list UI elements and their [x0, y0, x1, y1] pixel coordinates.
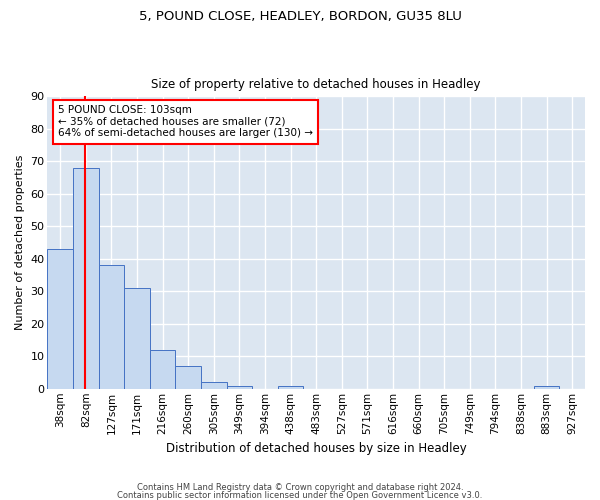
Bar: [150, 350, 175, 389]
Bar: [124, 288, 150, 389]
Title: Size of property relative to detached houses in Headley: Size of property relative to detached ho…: [151, 78, 481, 91]
Bar: [227, 386, 252, 389]
Text: Contains public sector information licensed under the Open Government Licence v3: Contains public sector information licen…: [118, 490, 482, 500]
Bar: [47, 249, 73, 389]
Bar: [73, 168, 98, 389]
Y-axis label: Number of detached properties: Number of detached properties: [15, 155, 25, 330]
X-axis label: Distribution of detached houses by size in Headley: Distribution of detached houses by size …: [166, 442, 467, 455]
Text: 5, POUND CLOSE, HEADLEY, BORDON, GU35 8LU: 5, POUND CLOSE, HEADLEY, BORDON, GU35 8L…: [139, 10, 461, 23]
Text: Contains HM Land Registry data © Crown copyright and database right 2024.: Contains HM Land Registry data © Crown c…: [137, 484, 463, 492]
Bar: [98, 266, 124, 389]
Bar: [201, 382, 227, 389]
Bar: [278, 386, 304, 389]
Bar: [534, 386, 559, 389]
Text: 5 POUND CLOSE: 103sqm
← 35% of detached houses are smaller (72)
64% of semi-deta: 5 POUND CLOSE: 103sqm ← 35% of detached …: [58, 105, 313, 138]
Bar: [175, 366, 201, 389]
